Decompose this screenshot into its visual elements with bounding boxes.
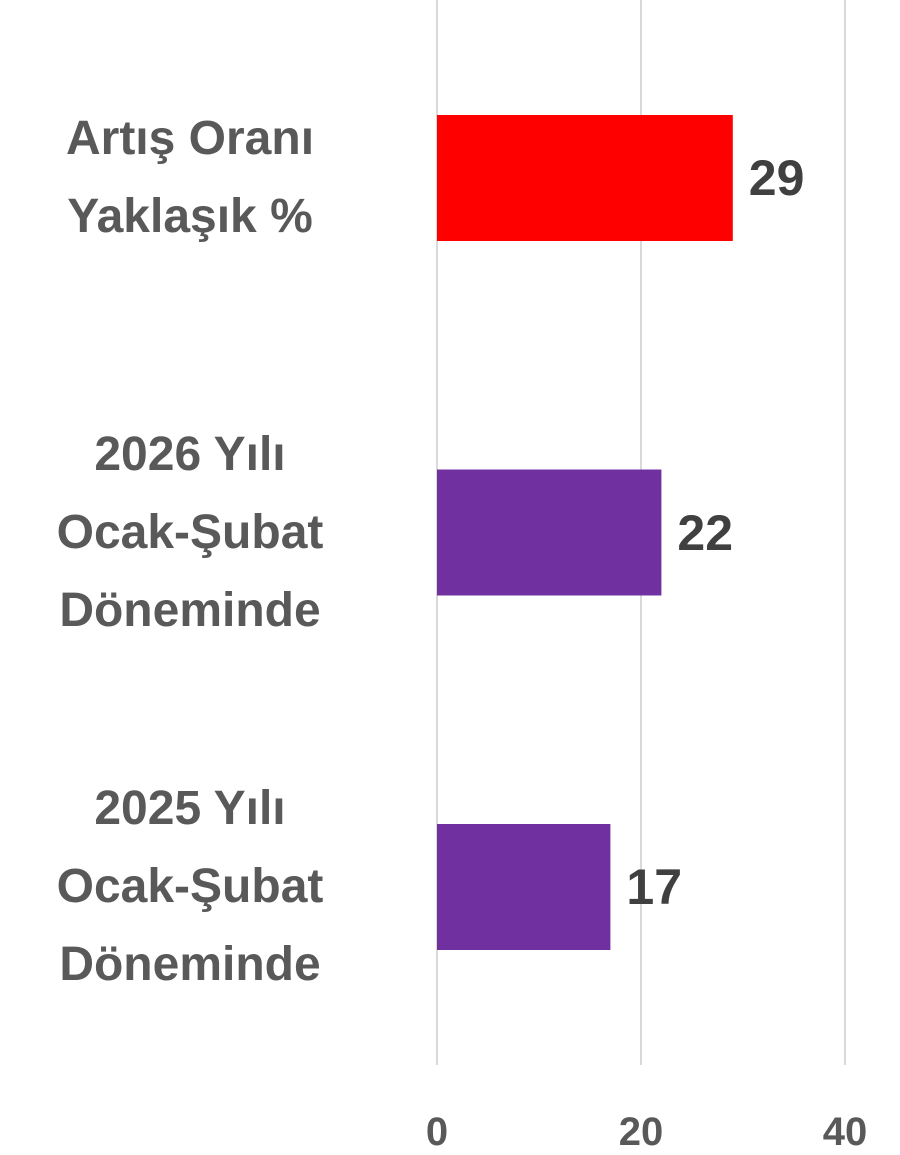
value-label: 29: [748, 150, 805, 206]
x-tick-label: 0: [425, 1110, 449, 1154]
y-tick-label: 2025 Yılı Ocak-Şubat Döneminde: [56, 782, 324, 991]
value-label: 22: [677, 504, 734, 561]
y-tick-label: Artış Oranı Yaklaşık %: [65, 112, 315, 243]
x-tick-label: 20: [618, 1110, 664, 1154]
value-label: 17: [626, 859, 683, 915]
bar: [437, 824, 611, 950]
x-tick-label: 40: [822, 1110, 868, 1154]
bar: [437, 115, 733, 241]
y-tick-label: 2026 Yılı Ocak-Şubat Döneminde: [56, 427, 324, 637]
bar: [437, 469, 662, 596]
